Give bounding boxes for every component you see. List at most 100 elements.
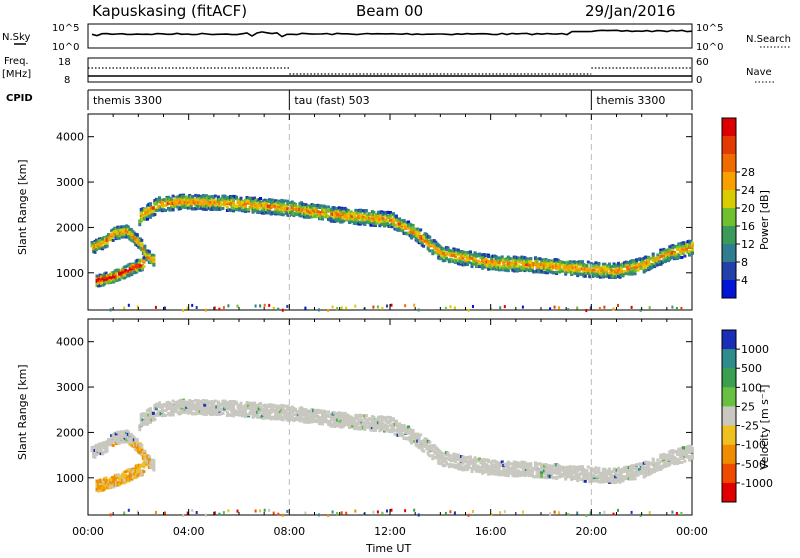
power-cell	[211, 201, 214, 204]
power-cell	[235, 196, 238, 199]
beam-title: Beam 00	[356, 2, 423, 20]
power-cell	[499, 306, 501, 309]
velocity-cell	[403, 424, 406, 427]
power-cell	[164, 307, 166, 310]
power-cell	[223, 306, 225, 309]
power-cell	[142, 260, 145, 263]
nave-line	[88, 68, 692, 74]
power-cell	[122, 236, 125, 239]
power-cell	[332, 306, 334, 309]
velocity-cell	[462, 455, 465, 458]
power-cell	[487, 255, 490, 258]
velocity-cell	[149, 407, 152, 410]
velocity-cell	[280, 415, 283, 418]
velocity-cell	[498, 466, 501, 469]
velocity-cell	[258, 410, 261, 413]
power-cell	[468, 261, 471, 264]
power-cell	[164, 209, 167, 212]
power-cell	[320, 204, 323, 207]
power-cell	[587, 272, 590, 275]
nave-right-bottom-tick: 0	[696, 75, 702, 86]
power-cell	[498, 261, 501, 264]
power-cell	[691, 245, 694, 248]
velocity-cell	[369, 429, 372, 432]
power-cell	[597, 262, 600, 265]
power-cell	[259, 197, 262, 200]
power-cell	[454, 306, 456, 309]
power-cell	[472, 305, 474, 308]
velocity-cell	[235, 401, 238, 404]
velocity-cell	[152, 412, 155, 415]
power-cell	[218, 308, 220, 311]
power-cell	[377, 305, 379, 308]
power-cell	[217, 195, 220, 198]
velocity-cell	[487, 465, 490, 468]
power-cell	[283, 199, 286, 202]
velocity-cell	[211, 406, 214, 409]
power-cell	[354, 209, 357, 212]
power-cell	[273, 307, 275, 310]
power-cell	[317, 210, 320, 213]
power-cell	[594, 261, 597, 264]
velocity-cell	[100, 450, 103, 453]
noise-right-bottom-tick: 10^0	[696, 42, 723, 53]
power-cell	[462, 250, 465, 253]
noise-strip: N.Sky 10^5 10^0 10^5 10^0 N.Search	[2, 23, 791, 53]
power-cell	[327, 206, 330, 209]
power-cell	[603, 306, 605, 309]
power-cell	[258, 211, 261, 214]
power-cell	[152, 210, 155, 213]
power-cell	[354, 305, 356, 308]
power-cell	[244, 208, 247, 211]
velocity-cell	[148, 455, 151, 458]
power-cell	[181, 206, 184, 209]
power-cell	[106, 242, 109, 245]
power-cell	[418, 232, 421, 235]
power-cell	[540, 266, 543, 269]
power-cell	[152, 207, 155, 210]
velocity-cell	[258, 416, 261, 419]
noise-left-bottom-tick: 10^0	[52, 42, 79, 53]
power-cell	[587, 261, 590, 264]
power-cell	[110, 308, 112, 311]
power-cell	[191, 195, 194, 198]
power-cell	[558, 306, 560, 309]
velocity-cell	[410, 440, 413, 443]
power-cell	[536, 257, 539, 260]
power-cell	[161, 205, 164, 208]
noise-line	[92, 30, 692, 36]
power-cell	[410, 235, 413, 238]
power-cell	[691, 242, 694, 245]
power-cell	[593, 274, 596, 277]
velocity-cell	[363, 428, 366, 431]
power-cell	[528, 264, 531, 267]
power-cell	[671, 306, 673, 309]
velocity-cell	[365, 414, 368, 417]
power-cell	[365, 209, 368, 212]
power-cell	[552, 271, 555, 274]
power-cell	[238, 209, 241, 212]
power-cell	[617, 304, 619, 307]
power-cell	[381, 307, 383, 310]
power-cell	[372, 306, 374, 309]
power-cell	[221, 207, 224, 210]
power-cell	[258, 205, 261, 208]
freq-left-bottom-tick: 8	[64, 75, 70, 86]
velocity-cell	[348, 426, 351, 429]
velocity-cell	[217, 400, 220, 403]
power-cell	[286, 305, 288, 308]
freq-left-top-tick: 18	[58, 57, 71, 68]
power-cell	[96, 275, 99, 278]
cpid-label: CPID	[6, 93, 33, 104]
velocity-cell	[172, 400, 175, 403]
power-cell	[120, 276, 123, 279]
power-cell	[404, 304, 406, 307]
velocity-cell	[529, 462, 532, 465]
power-cell	[649, 306, 651, 309]
power-cell	[539, 257, 542, 260]
velocity-cell	[525, 473, 528, 476]
power-cell	[680, 307, 682, 310]
power-cell	[220, 202, 223, 205]
freq-unit: [MHz]	[2, 69, 31, 80]
velocity-cell	[112, 444, 115, 447]
